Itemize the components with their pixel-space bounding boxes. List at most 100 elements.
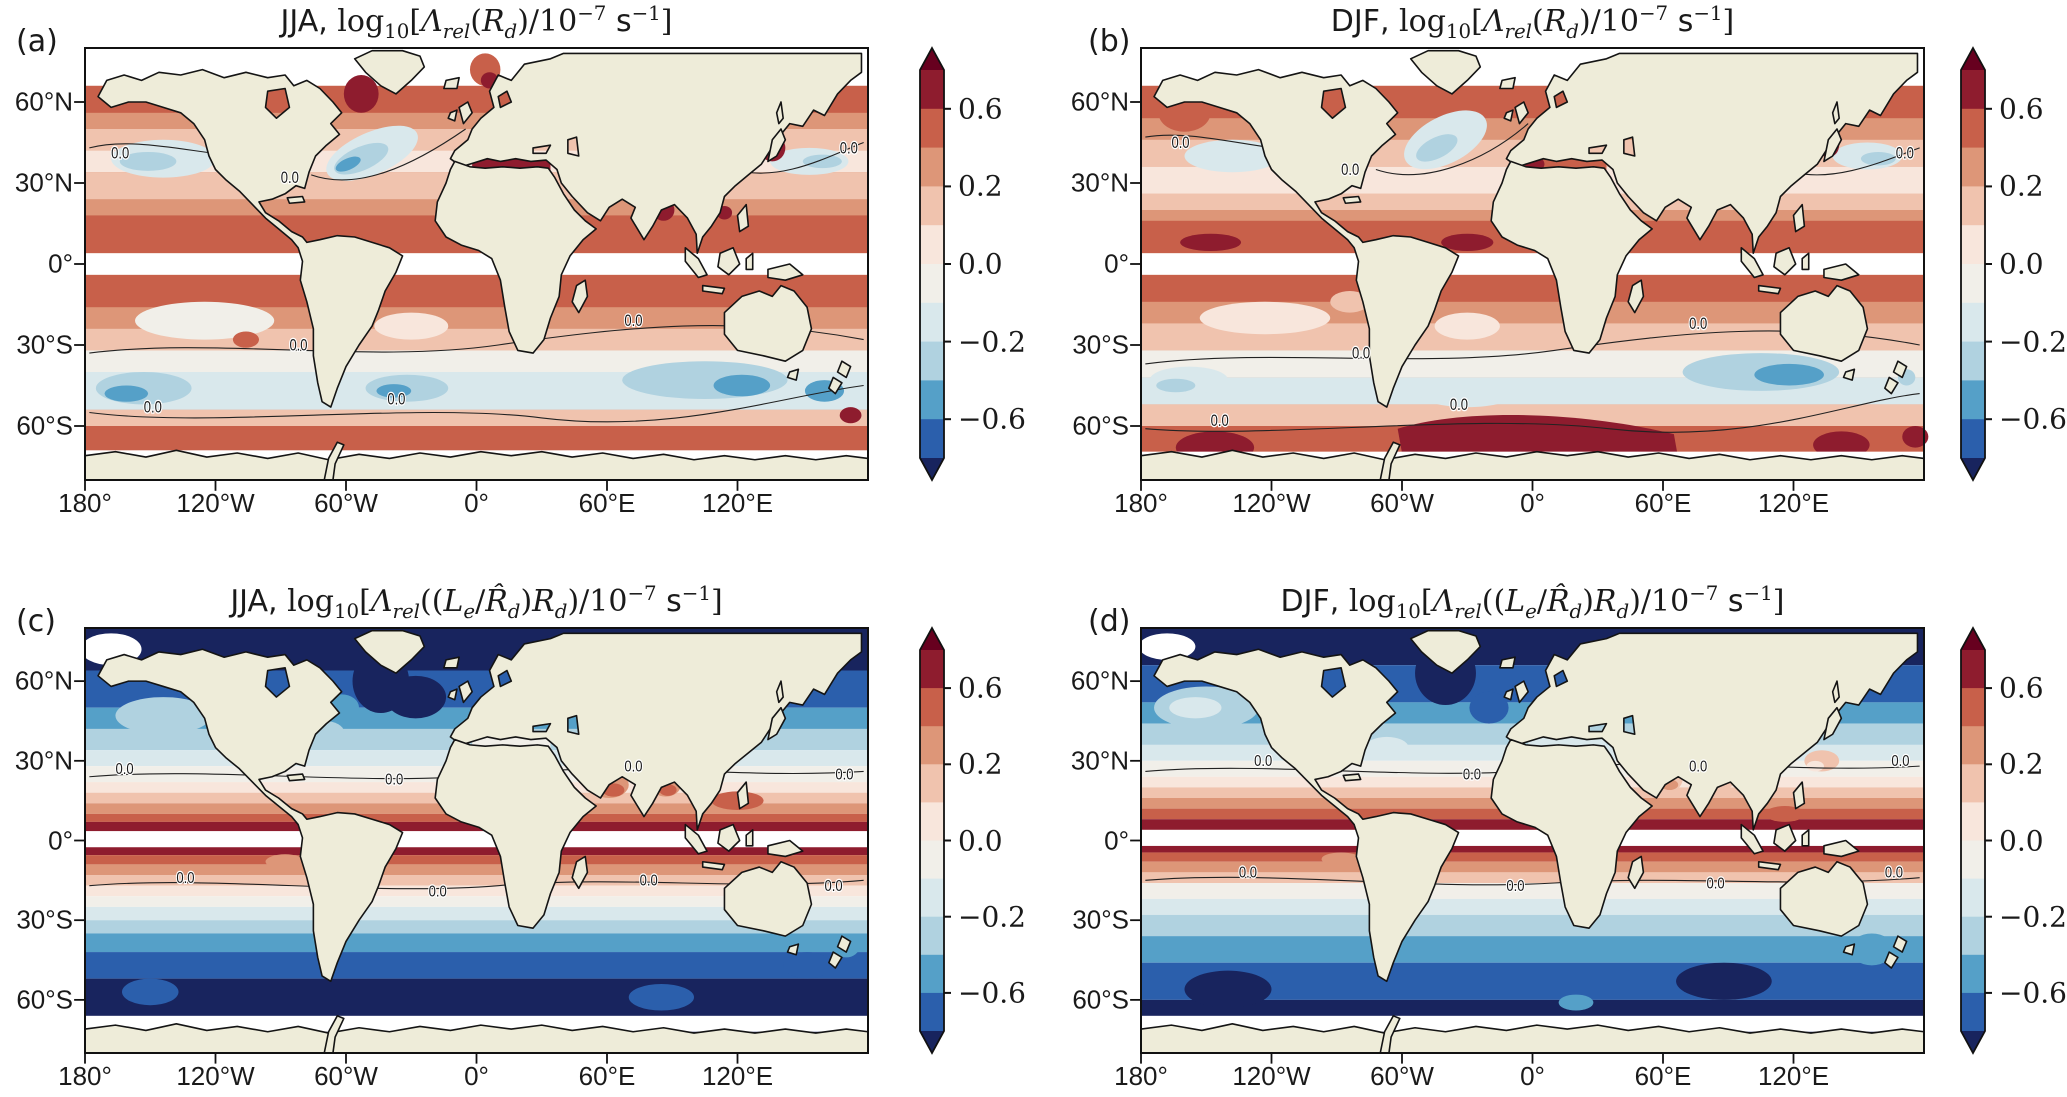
colorbar-tick-label: 0.2 xyxy=(958,747,1003,781)
panel-title-b: DJF, log10[Λrel(Rd)/10−7 s−1] xyxy=(1330,2,1735,43)
lat-tick-label: 0° xyxy=(48,248,73,279)
lat-tick-label: 60°N xyxy=(14,665,73,696)
equator-mask xyxy=(1141,253,1924,275)
panel-title-a: JJA, log10[Λrel(Rd)/10−7 s−1] xyxy=(280,2,673,43)
lon-tick-label: 60°W xyxy=(314,1061,378,1091)
contour-lines-b xyxy=(1145,124,1919,433)
svg-text:0.0: 0.0 xyxy=(1171,135,1189,153)
colorbar-under-arrow xyxy=(920,1031,944,1053)
svg-text:0.0: 0.0 xyxy=(640,873,658,891)
panel-title-c: JJA, log10[Λrel((Le/R̂d)Rd)/10−7 s−1] xyxy=(230,582,723,623)
colorbar-tick-label: 0.2 xyxy=(958,169,1003,203)
lon-tick-label: 180° xyxy=(1114,488,1168,518)
lat-tick-label: 30°N xyxy=(1070,167,1129,198)
map-panel-a: 0.0 0.0 0.0 0.0 0.0 0.0 0.0 xyxy=(85,48,868,480)
svg-text:0.0: 0.0 xyxy=(289,337,307,355)
svg-text:0.0: 0.0 xyxy=(281,170,299,188)
svg-text:0.0: 0.0 xyxy=(1707,875,1725,893)
svg-text:0.0: 0.0 xyxy=(1211,413,1229,431)
svg-text:0.0: 0.0 xyxy=(1352,345,1370,363)
colorbar-tick-label: −0.2 xyxy=(1999,900,2067,934)
colorbar-tick-label: −0.2 xyxy=(958,325,1026,359)
colorbar-over-arrow xyxy=(1961,48,1985,70)
lon-tick-label: 60°E xyxy=(1634,1061,1692,1091)
map-panel-c: 0.0 0.0 0.0 0.0 0.0 0.0 0.0 0.0 xyxy=(85,628,868,1053)
panel-label-c: (c) xyxy=(16,604,56,639)
lat-tick-label: 60°N xyxy=(1070,665,1129,696)
lon-tick-label: 120°W xyxy=(1232,1061,1311,1091)
svg-text:0.0: 0.0 xyxy=(825,878,843,896)
colorbar-tick-label: 0.0 xyxy=(1999,824,2044,857)
lon-tick-label: 0° xyxy=(464,1061,489,1091)
svg-text:0.0: 0.0 xyxy=(1506,878,1524,896)
lat-tick-label: 30°N xyxy=(14,745,73,776)
map-panel-b: 0.0 0.0 0.0 0.0 0.0 0.0 0.0 xyxy=(1141,48,1929,480)
lon-tick-label: 120°E xyxy=(1757,1061,1830,1091)
svg-text:0.0: 0.0 xyxy=(1341,162,1359,180)
panel-title-d: DJF, log10[Λrel((Le/R̂d)Rd)/10−7 s−1] xyxy=(1280,582,1785,623)
lon-tick-label: 120°E xyxy=(701,488,774,518)
svg-text:0.0: 0.0 xyxy=(1896,145,1914,163)
svg-text:0.0: 0.0 xyxy=(385,772,403,790)
lat-tick-label: 0° xyxy=(1104,248,1129,279)
colorbar-tick-label: 0.6 xyxy=(1999,671,2044,705)
axes-frame-a xyxy=(74,48,868,491)
equator-mask xyxy=(85,253,868,275)
lon-tick-label: 60°W xyxy=(1370,1061,1434,1091)
panel-label-b: (b) xyxy=(1088,24,1131,59)
lat-tick-label: 30°S xyxy=(1072,904,1129,935)
panel-label-d: (d) xyxy=(1088,604,1131,639)
lat-tick-label: 30°S xyxy=(16,904,73,935)
svg-text:0.0: 0.0 xyxy=(624,313,642,331)
lat-tick-label: 60°S xyxy=(1072,410,1129,441)
colorbar-over-arrow xyxy=(1961,628,1985,650)
svg-text:0.0: 0.0 xyxy=(1239,865,1257,883)
colorbar-tick-label: −0.6 xyxy=(958,402,1026,436)
svg-text:0.0: 0.0 xyxy=(144,399,162,417)
colorbar-over-arrow xyxy=(920,628,944,650)
lat-tick-label: 0° xyxy=(1104,825,1129,855)
svg-text:0.0: 0.0 xyxy=(1689,758,1707,776)
svg-text:0.0: 0.0 xyxy=(1689,316,1707,334)
svg-text:0.0: 0.0 xyxy=(835,766,853,784)
lat-tick-label: 30°N xyxy=(1070,745,1129,776)
lat-tick-label: 60°S xyxy=(1072,984,1129,1015)
colorbar-tick-label: −0.6 xyxy=(1999,402,2067,436)
axes-frame-b xyxy=(1130,48,1924,491)
contour-labels-c: 0.0 0.0 0.0 0.0 0.0 0.0 0.0 0.0 xyxy=(114,757,854,902)
lon-tick-label: 60°W xyxy=(1370,488,1434,518)
lon-tick-label: 0° xyxy=(1520,488,1545,518)
colorbar-tick-label: −0.6 xyxy=(958,976,1026,1010)
svg-text:0.0: 0.0 xyxy=(115,761,133,779)
svg-text:0.0: 0.0 xyxy=(1891,753,1909,771)
colorbar-svg xyxy=(919,46,951,482)
colorbar-tick-label: 0.6 xyxy=(958,671,1003,705)
colorbar-under-arrow xyxy=(1961,1031,1985,1053)
lon-tick-label: 60°E xyxy=(1634,488,1692,518)
svg-text:0.0: 0.0 xyxy=(624,758,642,776)
colorbar xyxy=(1960,46,1992,485)
colorbar-tick-label: 0.0 xyxy=(958,247,1003,281)
lon-tick-label: 60°W xyxy=(314,488,378,518)
lon-tick-label: 120°E xyxy=(701,1061,774,1091)
colorbar-tick-label: 0.2 xyxy=(1999,747,2044,781)
colorbar-under-arrow xyxy=(920,458,944,480)
lon-tick-label: 180° xyxy=(58,1061,112,1091)
lat-tick-label: 60°S xyxy=(16,410,73,441)
map-panel-d: 0.0 0.0 0.0 0.0 0.0 0.0 0.0 0.0 xyxy=(1141,628,1924,1053)
lat-tick-label: 60°S xyxy=(16,984,73,1015)
colorbar-tick-label: 0.6 xyxy=(1999,92,2044,126)
axes-frame-c xyxy=(74,628,868,1064)
equator-mask xyxy=(1141,829,1924,846)
svg-text:0.0: 0.0 xyxy=(1885,865,1903,883)
map-d-svg: 0.0 0.0 0.0 0.0 0.0 0.0 0.0 0.0 xyxy=(1141,628,1924,1053)
lon-tick-label: 0° xyxy=(1520,1061,1545,1091)
lat-tick-label: 60°N xyxy=(1070,86,1129,117)
colorbar-tick-label: −0.2 xyxy=(958,900,1026,934)
lon-tick-label: 120°W xyxy=(176,1061,255,1091)
lon-tick-label: 180° xyxy=(58,488,112,518)
colorbar-svg xyxy=(1960,626,1992,1055)
svg-text:0.0: 0.0 xyxy=(387,391,405,409)
lat-tick-label: 0° xyxy=(48,825,73,855)
